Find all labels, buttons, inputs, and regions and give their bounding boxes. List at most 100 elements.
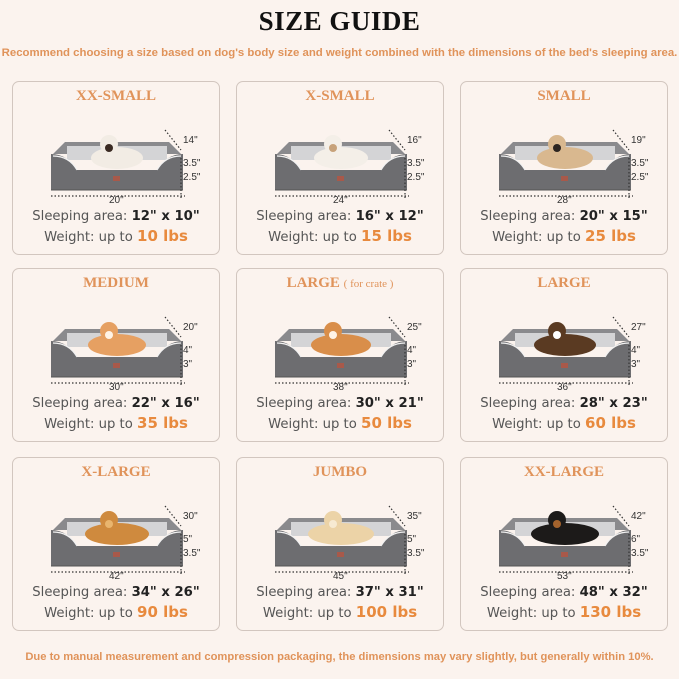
width-line xyxy=(499,571,633,573)
depth-dim: 20" xyxy=(183,322,198,333)
depth-dim: 25" xyxy=(407,322,422,333)
depth-dim: 35" xyxy=(407,511,422,522)
size-card: LARGE ( for crate ) 25" 4" 3" 38" Sleepi… xyxy=(236,268,444,442)
sleeping-area-value: 16" x 12" xyxy=(355,209,424,224)
width-dim: 38" xyxy=(333,382,348,393)
weight-value: 100 lbs xyxy=(355,603,418,621)
size-name: XX-SMALL xyxy=(75,88,156,104)
height-dim-base: 2.5" xyxy=(407,172,425,183)
size-card: X-SMALL 16" 3.5" 2.5" 24" Sleeping area:… xyxy=(236,81,444,255)
weight-value: 50 lbs xyxy=(361,414,412,432)
width-dim: 28" xyxy=(557,195,572,206)
height-dim-base: 3.5" xyxy=(183,548,201,559)
height-dim-base: 3.5" xyxy=(631,548,649,559)
dog-body xyxy=(534,334,596,356)
size-title: X-SMALL xyxy=(237,88,443,105)
sleeping-area-value: 28" x 23" xyxy=(579,396,648,411)
width-dim: 36" xyxy=(557,382,572,393)
sleeping-area: Sleeping area: 30" x 21" xyxy=(256,396,424,411)
height-dim-top: 4" xyxy=(407,345,417,356)
height-dim-top: 4" xyxy=(183,345,193,356)
height-dim-base: 2.5" xyxy=(631,172,649,183)
width-line xyxy=(51,195,185,197)
sleeping-area-value: 34" x 26" xyxy=(131,585,200,600)
size-name: XX-LARGE xyxy=(523,464,604,480)
height-dim-top: 6" xyxy=(631,534,641,545)
width-dim: 42" xyxy=(109,571,124,582)
bed-image xyxy=(499,135,631,191)
size-card: XX-SMALL 14" 3.5" 2.5" 20" Sleeping area… xyxy=(12,81,220,255)
bed-image xyxy=(51,135,183,191)
width-dim: 20" xyxy=(109,195,124,206)
bed-image xyxy=(51,322,183,378)
sleeping-area-value: 30" x 21" xyxy=(355,396,424,411)
depth-dim: 14" xyxy=(183,135,198,146)
depth-dim: 27" xyxy=(631,322,646,333)
width-line xyxy=(275,571,409,573)
footer-note: Due to manual measurement and compressio… xyxy=(25,651,654,663)
sleeping-area: Sleeping area: 34" x 26" xyxy=(32,585,200,600)
width-line xyxy=(275,195,409,197)
size-title: LARGE xyxy=(461,275,667,292)
height-dim-base: 3" xyxy=(631,359,641,370)
bed-image xyxy=(499,511,631,567)
size-card: SMALL 19" 3.5" 2.5" 28" Sleeping area: 2… xyxy=(460,81,668,255)
height-dim-base: 2.5" xyxy=(183,172,201,183)
dog-body xyxy=(311,334,371,356)
size-title: JUMBO xyxy=(237,464,443,481)
weight-value: 60 lbs xyxy=(585,414,636,432)
dog-body xyxy=(537,147,593,169)
page-title: SIZE GUIDE xyxy=(258,6,421,36)
weight-value: 90 lbs xyxy=(137,603,188,621)
sleeping-area: Sleeping area: 48" x 32" xyxy=(480,585,648,600)
size-name: X-SMALL xyxy=(305,88,375,104)
weight-value: 130 lbs xyxy=(579,603,642,621)
dog-body xyxy=(88,334,146,356)
bed-image xyxy=(275,511,407,567)
depth-dim: 42" xyxy=(631,511,646,522)
weight-value: 35 lbs xyxy=(137,414,188,432)
height-dim-top: 3.5" xyxy=(183,158,201,169)
size-card: MEDIUM 20" 4" 3" 30" Sleeping area: 22" … xyxy=(12,268,220,442)
weight-value: 10 lbs xyxy=(137,227,188,245)
width-line xyxy=(51,571,185,573)
sleeping-area-value: 37" x 31" xyxy=(355,585,424,600)
sleeping-area-value: 22" x 16" xyxy=(131,396,200,411)
weight-limit: Weight: up to 10 lbs xyxy=(44,227,188,245)
weight-limit: Weight: up to 35 lbs xyxy=(44,414,188,432)
width-line xyxy=(51,382,185,384)
width-dim: 45" xyxy=(333,571,348,582)
width-line xyxy=(275,382,409,384)
depth-dim: 30" xyxy=(183,511,198,522)
subtitle: Recommend choosing a size based on dog's… xyxy=(1,47,678,59)
sleeping-area-value: 48" x 32" xyxy=(579,585,648,600)
height-dim-top: 4" xyxy=(631,345,641,356)
size-name: X-LARGE xyxy=(81,464,151,480)
size-title: LARGE ( for crate ) xyxy=(237,275,443,292)
weight-value: 15 lbs xyxy=(361,227,412,245)
bed-image xyxy=(275,322,407,378)
size-title: X-LARGE xyxy=(13,464,219,481)
size-title: SMALL xyxy=(461,88,667,105)
size-card: X-LARGE 30" 5" 3.5" 42" Sleeping area: 3… xyxy=(12,457,220,631)
weight-limit: Weight: up to 60 lbs xyxy=(492,414,636,432)
depth-dim: 16" xyxy=(407,135,422,146)
size-title: XX-SMALL xyxy=(13,88,219,105)
weight-value: 25 lbs xyxy=(585,227,636,245)
sleeping-area: Sleeping area: 12" x 10" xyxy=(32,209,200,224)
sleeping-area-value: 20" x 15" xyxy=(579,209,648,224)
dog-body xyxy=(308,523,374,545)
size-name: SMALL xyxy=(537,88,591,104)
height-dim-top: 5" xyxy=(183,534,193,545)
height-dim-base: 3" xyxy=(183,359,193,370)
width-dim: 53" xyxy=(557,571,572,582)
weight-limit: Weight: up to 15 lbs xyxy=(268,227,412,245)
size-title: MEDIUM xyxy=(13,275,219,292)
size-name: LARGE xyxy=(286,275,340,291)
dog-body xyxy=(314,147,368,169)
width-dim: 24" xyxy=(333,195,348,206)
height-dim-top: 3.5" xyxy=(631,158,649,169)
size-note: ( for crate ) xyxy=(343,278,394,290)
size-card: XX-LARGE 42" 6" 3.5" 53" Sleeping area: … xyxy=(460,457,668,631)
size-card: JUMBO 35" 5" 3.5" 45" Sleeping area: 37"… xyxy=(236,457,444,631)
